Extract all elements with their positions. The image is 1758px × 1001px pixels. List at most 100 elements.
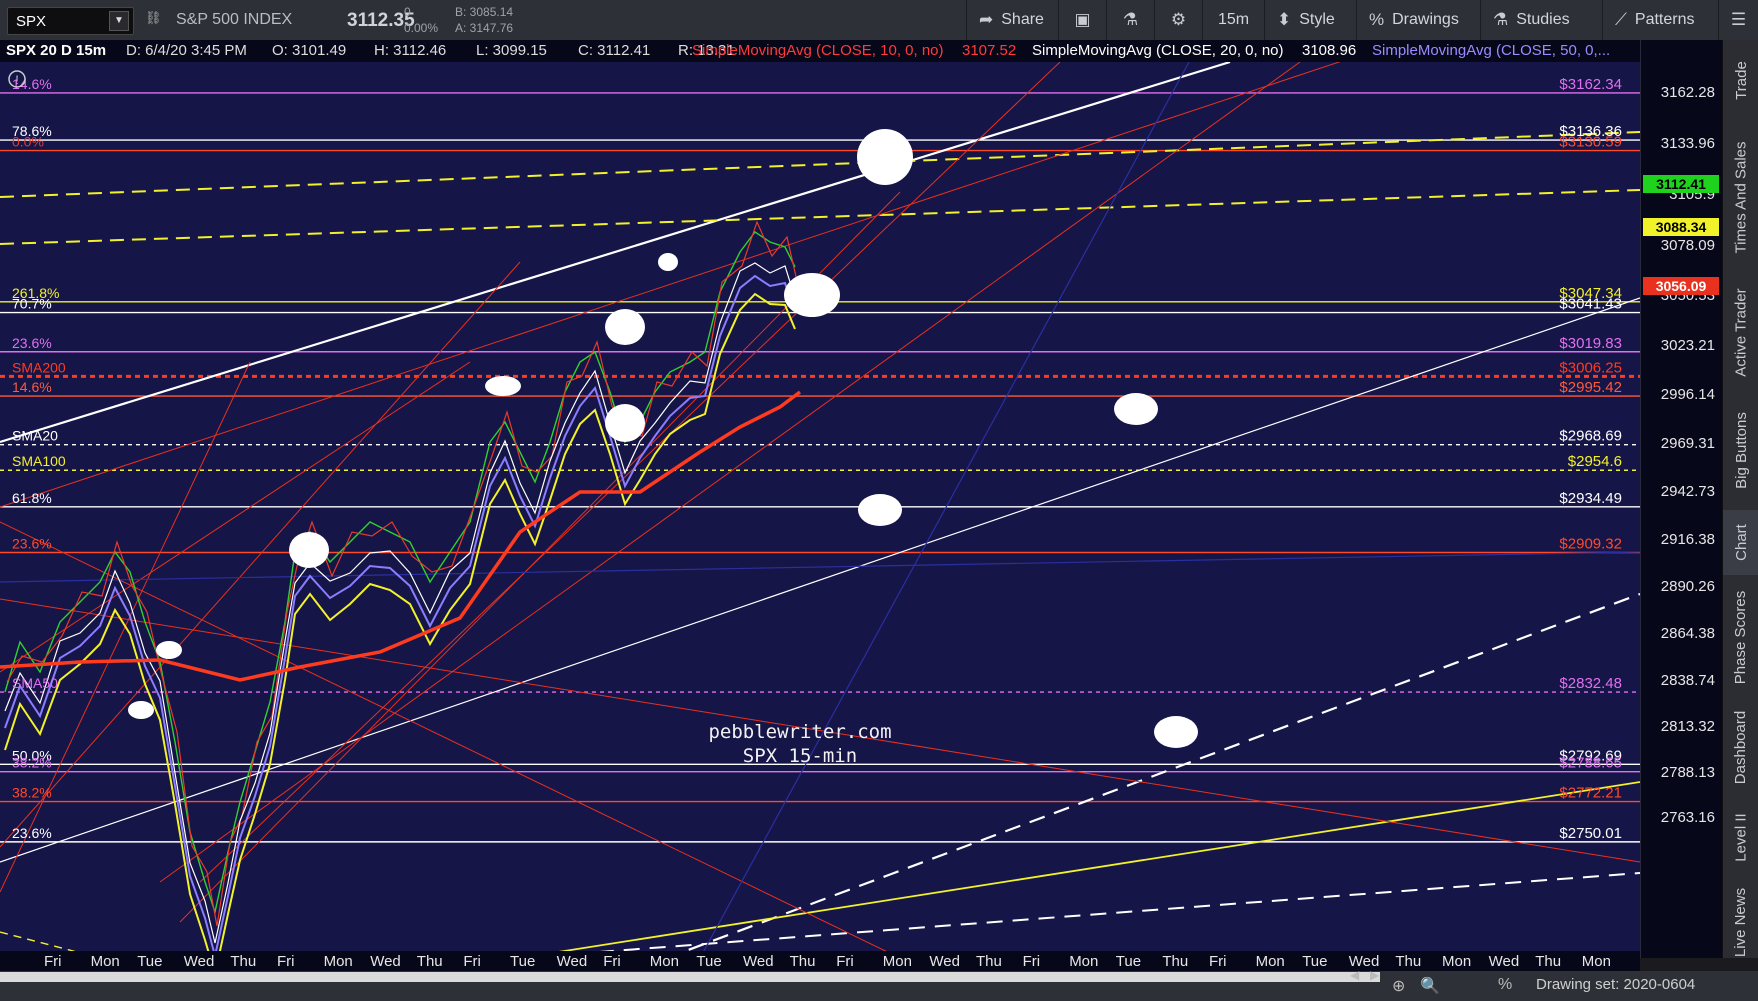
settings-button[interactable]: ⚙ (1154, 0, 1202, 40)
trendline (0, 361, 471, 673)
share-label: Share (1001, 11, 1044, 28)
price-tick: 2813.32 (1660, 717, 1715, 735)
time-tick: Thu (1395, 953, 1422, 970)
last-price: 3112.35 (347, 10, 415, 31)
snapshot-button[interactable]: ▣ (1058, 0, 1106, 40)
level-lines (0, 92, 1640, 843)
side-tab-trade[interactable]: Trade (1723, 40, 1758, 120)
side-tab-active-trader[interactable]: Active Trader (1723, 270, 1758, 395)
symbol-text[interactable]: SPX (16, 13, 47, 30)
marker-oval (485, 376, 521, 396)
side-tab-label: Phase Scores (1732, 590, 1750, 685)
side-tab-times-and-sales[interactable]: Times And Sales (1723, 132, 1758, 262)
time-tick: Thu (976, 953, 1002, 970)
marker-oval (857, 129, 913, 185)
side-tab-dashboard[interactable]: Dashboard (1723, 700, 1758, 795)
info-icon[interactable] (8, 70, 26, 88)
flask-icon: ⚗ (1493, 10, 1509, 29)
sma10-value: 3107.52 (962, 42, 1017, 59)
watermark-subtitle: SPX 15-min (743, 745, 857, 767)
chart-title: SPX 20 D 15m (6, 42, 107, 59)
price-tick: 2942.73 (1660, 482, 1715, 500)
drawings-button[interactable]: % Drawings (1356, 0, 1480, 40)
net-change: 0 (404, 5, 411, 19)
level-right-label: $3006.25 (1559, 359, 1622, 376)
time-tick: Mon (323, 953, 353, 970)
time-tick: Thu (789, 953, 816, 970)
side-tab-label: Live News (1732, 887, 1750, 958)
price-tick: 3162.28 (1660, 84, 1715, 101)
scroll-left-icon[interactable]: ◀ (1350, 968, 1360, 982)
level-left-label: SMA20 (12, 428, 58, 444)
time-tick: Thu (416, 953, 443, 970)
time-tick: Wed (556, 953, 588, 970)
price-badge: 3112.41 (1643, 174, 1719, 193)
sma20-value: 3108.96 (1302, 42, 1357, 59)
side-tab-bar: Trade Times And Sales Active Trader Big But… (1722, 40, 1758, 958)
side-tab-label: Level II (1732, 813, 1750, 862)
side-tab-label: Trade (1732, 60, 1750, 100)
top-toolbar: SPX ▼ ⛓ S&P 500 INDEX 3112.35 0 0.00% B:… (0, 0, 1758, 41)
level-left-label: 70.7% (12, 296, 52, 312)
share-icon: ➦ (979, 10, 994, 29)
trendline (0, 551, 1640, 583)
price-line-red (6, 220, 798, 927)
link-icon[interactable]: ⛓ (145, 10, 162, 25)
percent-icon[interactable]: % (1498, 976, 1513, 993)
side-tab-live-news[interactable]: Live News (1723, 880, 1758, 965)
chevron-down-icon[interactable]: ▼ (109, 11, 129, 31)
marker-oval (156, 641, 182, 659)
side-tab-level-ii[interactable]: Level II (1723, 800, 1758, 875)
style-button[interactable]: ⬍ Style (1264, 0, 1356, 40)
trendline (0, 261, 521, 848)
info-icon-glyph: ! (15, 73, 18, 87)
style-label: Style (1299, 11, 1335, 28)
time-tick: Tue (1302, 953, 1328, 970)
side-tab-big-buttons[interactable]: Big Buttons (1723, 400, 1758, 500)
time-tick: Fri (836, 953, 854, 970)
time-tick: Mon (882, 953, 912, 970)
time-tick: Wed (370, 953, 401, 970)
sma50-label: SimpleMovingAvg (CLOSE, 50, 0,... (1372, 42, 1611, 59)
trendline (179, 191, 901, 923)
level-left-label: 61.8% (12, 490, 52, 506)
timeframe-button[interactable]: 15m (1202, 0, 1264, 40)
trendline (699, 62, 1190, 958)
level-left-label: 38.2% (12, 755, 52, 771)
marker-oval (784, 273, 840, 317)
crosshair-icon[interactable]: ⊕ (1392, 978, 1406, 995)
marker-oval (128, 701, 154, 719)
symbol-selector[interactable]: SPX ▼ (7, 7, 134, 35)
side-tab-chart[interactable]: Chart (1723, 510, 1758, 575)
time-axis[interactable]: Fri Mon Tue Wed Thu Fri Mon Wed Thu Fri Tue Wed Fri M… (0, 951, 1640, 971)
drawings-label: Drawings (1392, 11, 1459, 28)
horizontal-scrollbar[interactable] (0, 972, 1380, 982)
price-chart[interactable]: 14.6% $3162.34 78.6% $3136.36 0.0% $3130.59 26… (0, 62, 1640, 958)
share-button[interactable]: ➦ Share (966, 0, 1058, 40)
patterns-icon: ⟋ (1615, 10, 1627, 29)
level-right-label: $3130.59 (1559, 134, 1622, 151)
marker-oval (658, 253, 678, 271)
trendline (0, 598, 1640, 863)
drawing-set-label[interactable]: Drawing set: 2020-0604 (1536, 976, 1696, 993)
level-right-label: $2968.69 (1559, 428, 1622, 445)
patterns-button[interactable]: ⟋ Patterns (1602, 0, 1718, 40)
studies-button[interactable]: ⚗ Studies (1480, 0, 1602, 40)
zoom-icon[interactable]: 🔍 (1420, 978, 1440, 995)
price-axis[interactable]: 3162.28 3133.96 3105.9 3078.09 3050.53 3023.2… (1640, 40, 1723, 958)
time-tick: Tue (696, 953, 722, 970)
trendline (0, 189, 1640, 245)
price-tick: 2763.16 (1660, 809, 1715, 826)
beaker-button[interactable]: ⚗ (1106, 0, 1154, 40)
level-right-label: $3047.34 (1559, 285, 1622, 302)
chart-area[interactable]: 14.6% $3162.34 78.6% $3136.36 0.0% $3130.59 26… (0, 62, 1640, 958)
level-labels: 14.6% $3162.34 78.6% $3136.36 0.0% $3130.59 26… (12, 76, 1622, 842)
side-tab-label: Active Trader (1732, 288, 1750, 377)
patterns-label: Patterns (1634, 11, 1695, 28)
menu-button[interactable]: ☰ (1718, 0, 1758, 40)
time-tick: Thu (1162, 953, 1189, 970)
scroll-right-icon[interactable]: ▶ (1370, 968, 1380, 982)
time-tick: Mon (1581, 953, 1611, 970)
side-tab-label: Chart (1732, 524, 1750, 561)
side-tab-phase-scores[interactable]: Phase Scores (1723, 580, 1758, 695)
